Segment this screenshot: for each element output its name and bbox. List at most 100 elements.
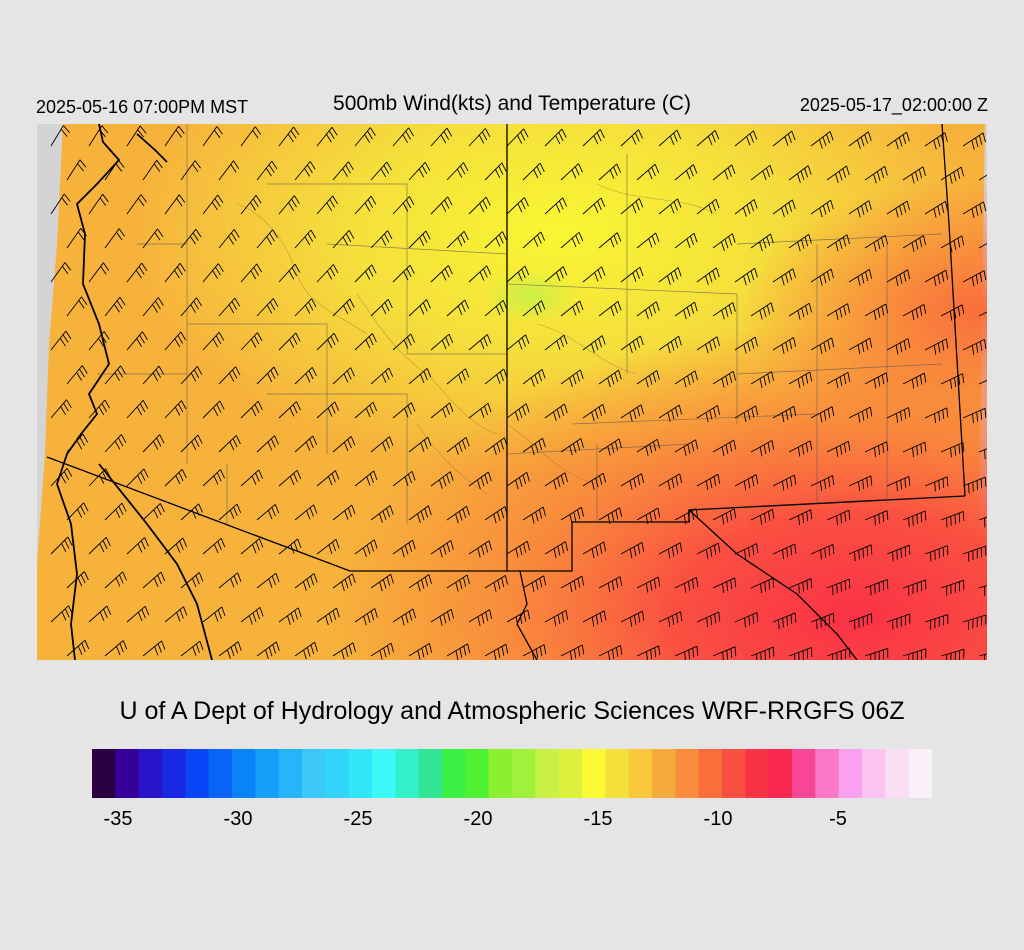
wind-barb xyxy=(430,333,454,351)
wind-barb xyxy=(142,640,166,657)
wind-barb xyxy=(712,439,737,457)
wind-barb xyxy=(636,438,661,456)
wind-barb xyxy=(658,542,683,559)
wind-barb xyxy=(294,229,317,249)
wind-barb xyxy=(560,644,585,660)
wind-barb xyxy=(962,476,987,494)
wind-barb xyxy=(392,402,416,419)
wind-barb xyxy=(582,404,606,422)
colorbar-tick-labels: -35 -30 -25 -20 -15 -10 -5 xyxy=(0,808,1024,838)
wind-barb xyxy=(392,127,414,147)
wind-barb xyxy=(88,468,111,487)
wind-barb xyxy=(66,639,90,657)
wind-barb xyxy=(864,441,889,457)
wind-barb xyxy=(446,368,470,385)
wind-barb xyxy=(886,544,911,562)
colorbar-swatch xyxy=(278,749,303,798)
wind-barb xyxy=(598,232,622,249)
wind-barb xyxy=(826,509,851,526)
wind-barb xyxy=(126,331,148,351)
colorbar-swatch xyxy=(232,749,256,798)
colorbar-swatches xyxy=(92,749,932,798)
wind-barb xyxy=(674,301,698,320)
wind-barb xyxy=(142,434,165,453)
wind-barb xyxy=(924,201,949,218)
wind-barb xyxy=(392,196,415,215)
wind-barb xyxy=(712,646,737,660)
wind-barb xyxy=(484,437,508,455)
wind-barb xyxy=(484,162,507,181)
wind-barb xyxy=(522,162,545,181)
wind-barb xyxy=(240,538,264,555)
wind-barb xyxy=(256,298,279,317)
wind-barb xyxy=(218,366,241,385)
wind-barb xyxy=(902,441,927,458)
wind-barb xyxy=(256,641,280,660)
wind-barb xyxy=(598,369,622,388)
wind-barb xyxy=(962,614,987,630)
wind-barb xyxy=(712,577,737,593)
wind-barb xyxy=(750,371,775,388)
wind-barb xyxy=(522,644,547,660)
wind-barb xyxy=(408,643,433,660)
wind-barb xyxy=(848,269,873,286)
wind-barb xyxy=(446,162,469,181)
wind-barb xyxy=(544,541,569,558)
wind-barb xyxy=(468,265,492,283)
colorbar-swatch xyxy=(698,749,723,798)
wind-barb xyxy=(506,128,529,147)
wind-barb xyxy=(848,131,872,149)
wind-barb xyxy=(294,435,318,453)
colorbar-tick-label: -5 xyxy=(829,808,847,830)
wind-barb xyxy=(658,129,682,147)
wind-barb xyxy=(218,160,240,181)
wind-barb xyxy=(446,230,469,249)
wind-barb xyxy=(294,573,318,591)
wind-barb xyxy=(902,372,927,389)
colorbar-swatch xyxy=(348,749,373,798)
wind-barb xyxy=(240,607,264,625)
wind-barb xyxy=(278,469,302,487)
wind-barb xyxy=(50,330,72,351)
wind-barb xyxy=(826,303,851,320)
wind-barb xyxy=(902,166,926,184)
wind-barb xyxy=(164,331,186,351)
wind-barb xyxy=(582,197,606,215)
wind-barb xyxy=(354,470,378,487)
colorbar-swatch xyxy=(442,749,466,798)
wind-barb xyxy=(332,161,354,181)
wind-barb xyxy=(848,613,873,630)
wind-barb xyxy=(278,126,300,147)
wind-barb xyxy=(104,159,125,181)
wind-barb xyxy=(294,641,318,660)
wind-barb xyxy=(468,402,492,419)
wind-barb xyxy=(104,571,128,589)
wind-barb xyxy=(788,234,812,252)
wind-barb xyxy=(772,543,797,560)
wind-barb xyxy=(180,297,202,317)
colorbar-swatch xyxy=(372,749,396,798)
wind-barb xyxy=(734,612,759,628)
wind-barb xyxy=(202,400,225,419)
wind-barb xyxy=(886,269,911,286)
wind-barb xyxy=(560,369,584,387)
wind-barb xyxy=(164,400,187,419)
wind-barb xyxy=(582,541,607,559)
wind-barb xyxy=(636,507,661,525)
colorbar-tick-label: -25 xyxy=(343,808,373,830)
wind-barb xyxy=(772,130,796,147)
wind-barb xyxy=(294,504,318,521)
wind-barb xyxy=(468,609,493,626)
wind-barb xyxy=(940,648,965,660)
wind-barb xyxy=(902,510,927,528)
wind-barb xyxy=(408,368,432,385)
wind-barb xyxy=(370,367,394,385)
credit-line: U of A Dept of Hydrology and Atmospheric… xyxy=(119,697,905,725)
colorbar-tick-label: -15 xyxy=(583,808,613,830)
wind-barb xyxy=(598,163,622,181)
wind-barb xyxy=(408,230,431,249)
wind-barb xyxy=(88,262,110,283)
wind-barb xyxy=(864,372,889,389)
wind-barb xyxy=(826,234,850,252)
colorbar-swatch xyxy=(512,749,536,798)
